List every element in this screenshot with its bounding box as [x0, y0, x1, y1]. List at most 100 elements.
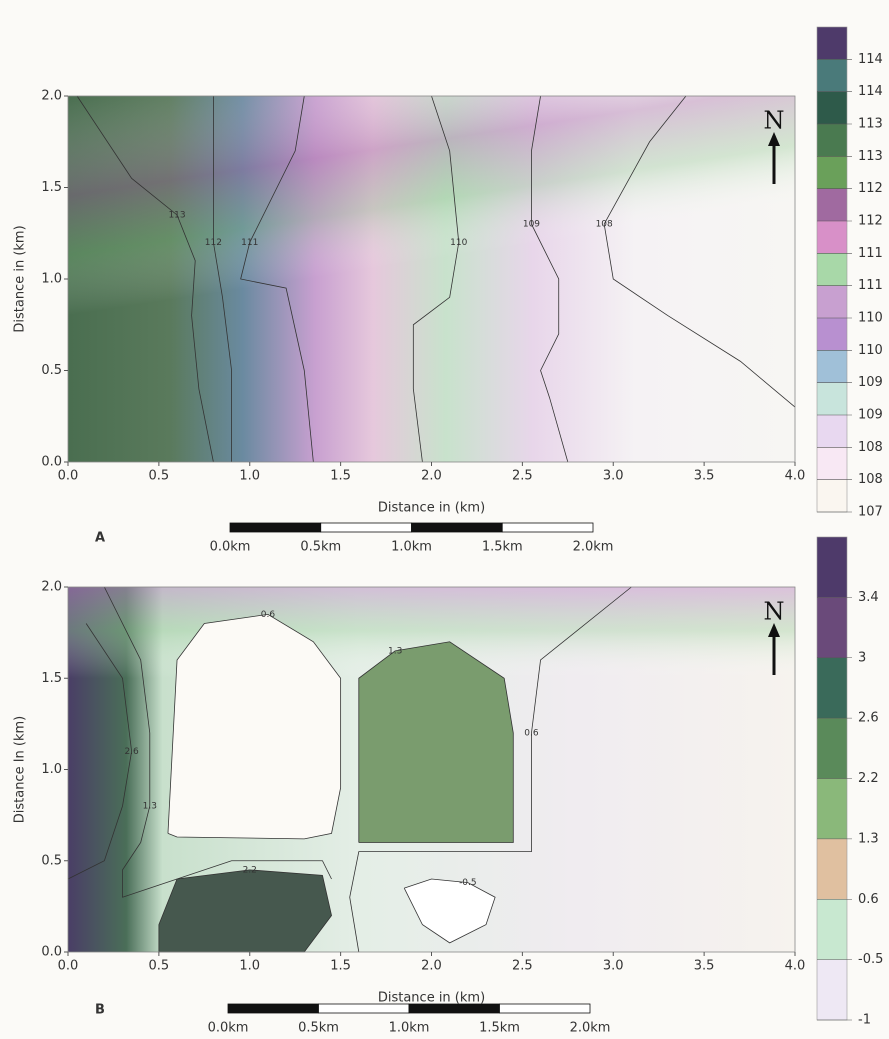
- colorbar-label: 110: [858, 311, 883, 326]
- contour-line: [359, 642, 513, 843]
- colorbar-band: [817, 318, 847, 350]
- y-tick-label: 1.5: [41, 671, 62, 686]
- x-axis-label: Distance in (km): [378, 501, 485, 516]
- x-tick-label: 3.5: [694, 959, 715, 974]
- colorbar-label: 107: [858, 505, 883, 520]
- panel-letter: A: [95, 531, 105, 546]
- colorbar-band: [817, 350, 847, 382]
- colorbar-label: 109: [858, 375, 883, 390]
- y-tick-label: 0.5: [41, 363, 62, 378]
- scale-bar-segment: [228, 1004, 319, 1013]
- colorbar-band: [817, 156, 847, 188]
- scale-bar-label: 2.0km: [570, 1021, 611, 1036]
- colorbar-band: [817, 221, 847, 253]
- x-tick-label: 3.0: [603, 959, 624, 974]
- colorbar-band: [817, 286, 847, 318]
- scale-bar-label: 0.5km: [300, 540, 341, 555]
- x-tick-label: 4.0: [785, 959, 806, 974]
- colorbar-band: [817, 597, 847, 657]
- colorbar-label: 111: [858, 278, 883, 293]
- y-tick-label: 0.0: [41, 945, 62, 960]
- colorbar-band: [817, 960, 847, 1020]
- y-tick-label: 0.0: [41, 455, 62, 470]
- y-axis-label: Distance In (km): [13, 716, 28, 824]
- y-tick-label: 1.5: [41, 180, 62, 195]
- x-tick-label: 4.0: [785, 469, 806, 484]
- y-axis-label: Distance in (km): [13, 225, 28, 332]
- panel-letter: B: [95, 1003, 105, 1018]
- scale-bar-segment: [500, 1004, 591, 1013]
- colorbar-label: -0.5: [858, 952, 883, 967]
- scale-bar-segment: [230, 523, 321, 532]
- contour-label: 108: [596, 220, 613, 230]
- contour-label: 1.3: [388, 646, 402, 656]
- colorbar-label: 1.3: [858, 831, 879, 846]
- colorbar-label: 2.2: [858, 771, 879, 786]
- scale-bar-label: 1.5km: [479, 1021, 520, 1036]
- y-tick-label: 0.5: [41, 853, 62, 868]
- y-tick-label: 1.0: [41, 272, 62, 287]
- x-tick-label: 3.0: [603, 469, 624, 484]
- north-label: N: [764, 598, 785, 626]
- colorbar-band: [817, 839, 847, 899]
- contour-label: 2.2: [243, 865, 257, 875]
- colorbar-label: 3: [858, 650, 866, 665]
- x-tick-label: 0.5: [149, 959, 170, 974]
- scale-bar-label: 1.5km: [482, 540, 523, 555]
- figure: 113 112 111 110 109 108 0.0 0.5 1.0 1.5 2.0 2.5 3.0 3…: [0, 0, 889, 1039]
- x-tick-label: 1.5: [330, 959, 351, 974]
- x-tick-label: 1.0: [239, 469, 260, 484]
- contour-label: 0.6: [524, 729, 539, 739]
- scale-bar-label: 1.0km: [389, 1021, 430, 1036]
- colorbar-band: [817, 27, 847, 59]
- colorbar-label: 113: [858, 117, 883, 132]
- contour-label: 2.6: [124, 747, 139, 757]
- colorbar-label: 114: [858, 52, 883, 67]
- colorbar-label: 111: [858, 246, 883, 261]
- north-label: N: [764, 107, 785, 135]
- field-band: [68, 96, 795, 462]
- y-tick-label: 2.0: [41, 89, 62, 104]
- colorbar-band: [817, 718, 847, 778]
- scale-bar-segment: [319, 1004, 410, 1013]
- colorbar-band: [817, 92, 847, 124]
- colorbar-band: [817, 415, 847, 447]
- colorbar-band: [817, 189, 847, 221]
- x-tick-label: 2.5: [512, 469, 533, 484]
- scale-bar-label: 0.5km: [298, 1021, 339, 1036]
- x-tick-label: 2.0: [421, 469, 442, 484]
- colorbar-band: [817, 59, 847, 91]
- colorbar-band: [817, 899, 847, 959]
- colorbar-band: [817, 383, 847, 415]
- colorbar-label: 110: [858, 343, 883, 358]
- colorbar-label: 108: [858, 440, 883, 455]
- contour-label: -0.5: [459, 878, 477, 888]
- colorbar-label: 114: [858, 84, 883, 99]
- x-axis-label: Distance in (km): [378, 991, 485, 1006]
- colorbar-band: [817, 253, 847, 285]
- colorbar-band: [817, 779, 847, 839]
- panel-b: 2.6 1.3 2.2 0.6 1.3 0.6 -0.5 0.0 0.5 1.0 1.5 2.0 2.5…: [13, 537, 884, 1036]
- scale-bar-label: 0.0km: [208, 1021, 249, 1036]
- scale-bar-label: 1.0km: [391, 540, 432, 555]
- x-tick-label: 0.0: [58, 959, 79, 974]
- scale-bar-segment: [502, 523, 593, 532]
- y-tick-label: 2.0: [41, 580, 62, 595]
- scale-bar-segment: [412, 523, 503, 532]
- scale-bar-segment: [321, 523, 412, 532]
- colorbar-band: [817, 537, 847, 597]
- x-tick-label: 2.5: [512, 959, 533, 974]
- contour-label: 111: [241, 238, 258, 248]
- colorbar-band: [817, 480, 847, 512]
- colorbar-label: 109: [858, 408, 883, 423]
- colorbar-label: 0.6: [858, 892, 879, 907]
- x-tick-label: 3.5: [694, 469, 715, 484]
- scale-bar-label: 0.0km: [210, 540, 251, 555]
- y-tick-label: 1.0: [41, 762, 62, 777]
- contour-label: 112: [205, 238, 222, 248]
- scale-bar-segment: [409, 1004, 500, 1013]
- colorbar-label: 3.4: [858, 590, 879, 605]
- scale-bar-label: 2.0km: [573, 540, 614, 555]
- contour-label: 1.3: [143, 802, 157, 812]
- colorbar-label: 108: [858, 472, 883, 487]
